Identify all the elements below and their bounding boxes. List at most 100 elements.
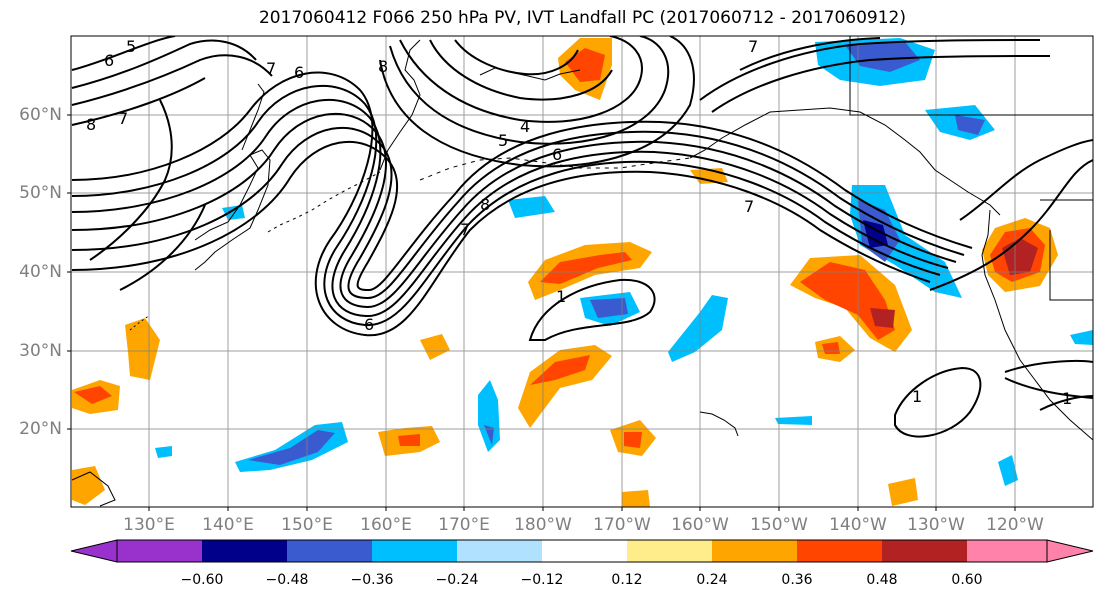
colorbar — [70, 539, 1094, 563]
negative-anomaly-blob — [1070, 330, 1093, 345]
colorbar-extend-high — [1046, 539, 1094, 563]
us-state-line — [1040, 199, 1093, 301]
lon-label: 140°E — [202, 515, 254, 535]
contour-label-group: 5 6 7 8 7 6 5 4 6 8 8 7 7 6 1 1 1 7 — [86, 37, 1072, 408]
lon-label: 120°W — [986, 515, 1044, 535]
map-title: 2017060412 F066 250 hPa PV, IVT Landfall… — [258, 8, 906, 28]
positive-anomaly-blob — [420, 334, 450, 360]
negative-anomaly-blob — [155, 446, 172, 458]
lon-label: 150°W — [750, 515, 808, 535]
contour-label: 1 — [1062, 389, 1072, 408]
pv-contour — [711, 55, 1051, 113]
colorbar-tick-label: 0.60 — [951, 572, 983, 588]
pv-contour-1 — [1039, 395, 1093, 411]
lon-label: 170°E — [438, 515, 490, 535]
colorbar-segment — [117, 540, 202, 562]
positive-anomaly-core — [398, 434, 420, 446]
pv-contour — [929, 159, 1093, 291]
contour-label: 7 — [744, 197, 754, 216]
pv-contour — [454, 39, 579, 76]
contour-label: 5 — [498, 131, 508, 150]
lon-label: 130°W — [907, 515, 965, 535]
colorbar-tick-label: −0.36 — [350, 572, 394, 588]
pv-contour — [71, 36, 176, 71]
hawaii-islands — [699, 411, 739, 437]
pv-contour — [71, 98, 949, 318]
colorbar-segment — [287, 540, 372, 562]
kuril-islands — [267, 171, 381, 233]
colorbar-segment — [882, 540, 967, 562]
lon-label: 160°E — [360, 515, 412, 535]
positive-anomaly-core — [624, 432, 642, 448]
contour-label: 6 — [364, 315, 374, 334]
colorbar-segment — [457, 540, 542, 562]
lon-label: 160°W — [671, 515, 729, 535]
colorbar-frame — [116, 539, 1048, 563]
positive-anomaly-blob — [622, 490, 650, 507]
pv-contour-1 — [894, 366, 982, 438]
colorbar-segment — [797, 540, 882, 562]
negative-anomaly-core — [248, 430, 335, 465]
pv-contour — [739, 37, 881, 71]
positive-anomaly-blob — [888, 478, 918, 506]
lon-label: 170°W — [593, 515, 651, 535]
colorbar-tick-label: 0.48 — [866, 572, 898, 588]
negative-anomaly-core — [484, 425, 494, 445]
negative-anomaly-blob — [668, 295, 728, 362]
lon-label: 180°W — [514, 515, 572, 535]
negative-anomaly-blob — [998, 455, 1018, 486]
contour-label: 7 — [748, 37, 758, 56]
lat-label-60n: 60°N — [19, 105, 62, 125]
positive-anomaly-blob — [125, 318, 160, 380]
lat-label-20n: 20°N — [19, 419, 62, 439]
contour-label: 6 — [104, 51, 114, 70]
lat-label-40n: 40°N — [19, 262, 62, 282]
contour-label: 8 — [378, 57, 388, 76]
positive-anomaly-core — [822, 342, 840, 354]
negative-anomaly-blob — [222, 205, 245, 220]
lat-label-30n: 30°N — [19, 341, 62, 361]
colorbar-tick-label: 0.12 — [611, 572, 643, 588]
pv-contour — [959, 139, 1093, 221]
pv-contour — [399, 36, 643, 123]
lat-lon-gridlines — [71, 36, 1093, 507]
colorbar-segment — [967, 540, 1047, 562]
colorbar-tick-label: −0.12 — [520, 572, 564, 588]
philippines-coastline — [71, 471, 116, 507]
positive-anomaly-darkcore — [870, 308, 895, 328]
negative-anomaly-blob — [508, 196, 555, 218]
contour-label: 1 — [556, 287, 566, 306]
pv-contour — [71, 71, 931, 337]
contour-label: 8 — [480, 195, 490, 214]
lon-label: 140°W — [829, 515, 887, 535]
pv-contour — [71, 126, 965, 300]
pv-contour — [71, 54, 273, 106]
pv-contour — [71, 39, 257, 89]
positive-anomaly-blob — [72, 466, 105, 505]
lon-label: 130°E — [123, 515, 175, 535]
colorbar-tick-label: −0.60 — [180, 572, 224, 588]
negative-anomaly-blob — [478, 380, 500, 452]
pv-contour-1 — [528, 278, 656, 341]
kamchatka-coastline — [379, 39, 421, 171]
contour-label: 6 — [294, 63, 304, 82]
pv-contour — [389, 36, 670, 145]
colorbar-segment — [627, 540, 712, 562]
colorbar-segment — [542, 540, 627, 562]
japan-coastline — [194, 149, 271, 271]
contour-label: 7 — [118, 109, 128, 128]
colorbar-tick-label: −0.24 — [435, 572, 479, 588]
pv-contours — [71, 36, 1093, 438]
lat-label-50n: 50°N — [19, 183, 62, 203]
positive-anomaly-core — [530, 355, 590, 385]
ryukyu-islands — [129, 314, 151, 331]
pv-contour — [699, 39, 1041, 101]
contour-label: 5 — [126, 37, 136, 56]
pv-contour — [71, 84, 941, 327]
colorbar-segment — [712, 540, 797, 562]
colorbar-segment — [372, 540, 457, 562]
lon-label: 150°E — [281, 515, 333, 535]
contour-label: 7 — [460, 220, 470, 239]
negative-anomaly-core — [955, 115, 985, 135]
